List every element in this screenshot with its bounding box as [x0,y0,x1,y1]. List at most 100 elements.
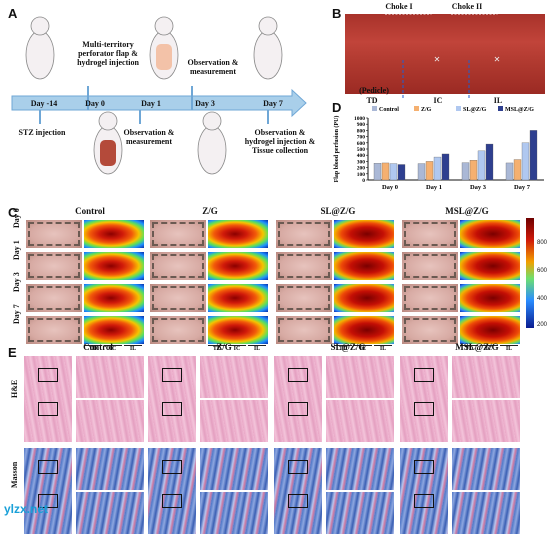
y-tick-label: 300 [357,159,366,165]
y-tick-label: 100 [357,172,366,178]
panel-e-row-masson: Masson [10,461,19,488]
panel-c-zone-label: IL [248,345,266,352]
panel-e-group-zg: Z/G [216,342,232,352]
legend-swatch [456,106,461,111]
timeline-arrow [11,16,307,175]
y-tick-label: 500 [357,147,366,153]
panel-c-heatmap [208,284,268,312]
panel-c-heatmap [208,220,268,248]
legend-swatch [372,106,377,111]
colorbar [526,218,534,328]
panel-c-heatmap [84,252,144,280]
panel-c-heatmap [460,220,520,248]
zoom-box [288,494,308,508]
timeline-day-minus14: Day -14 [30,99,58,108]
zoom-box [162,460,182,474]
panel-c-photo [150,252,206,280]
flap-photo-overlay: ✕ ✕ [384,5,500,100]
bar [485,143,494,181]
panel-label-a: A [8,6,18,21]
colorbar-tick-600: 600 [537,268,548,274]
panel-c-photo [26,252,82,280]
panel-e-group-slzg: SL@Z/G [330,342,366,352]
zone-ic-label: IC [433,96,443,105]
he-zoom-image [326,356,394,398]
zoom-box [288,368,308,382]
he-zoom-image [452,356,520,398]
panel-c-group-mslzg: MSL@Z/G [445,206,489,216]
zoom-box [38,402,58,416]
timeline-day-0: Day 0 [85,99,105,108]
legend-label: MSL@Z/G [505,107,534,113]
panel-c-zone-label: TD [84,345,102,352]
bar [469,160,478,181]
panel-c-zone-label: TD [208,345,226,352]
panel-c-heatmap [208,252,268,280]
he-zoom-image [76,356,144,398]
zoom-box [414,494,434,508]
legend-swatch [414,106,419,111]
panel-c-zone-label: IC [228,345,246,352]
y-tick-label: 1000 [354,116,365,122]
panel-c-zone-label: TD [334,345,352,352]
masson-zoom-image [200,492,268,534]
legend-swatch [498,106,503,111]
legend-label: SL@Z/G [463,107,487,113]
masson-zoom-image [326,448,394,490]
y-tick-label: 200 [357,166,366,172]
panel-c-zone-label: IL [124,345,142,352]
he-zoom-image [452,400,520,442]
y-tick-label: 700 [357,135,366,141]
he-zoom-image [200,400,268,442]
panel-c-photo [26,316,82,344]
choke-2-label: Choke II [451,2,483,11]
panel-c-row-day0: Day 0 [12,208,21,228]
pedicle-label: (Pedicle) [359,86,389,95]
timeline-label-collection: Observation & hydrogel injection & Tissu… [244,128,316,155]
zoom-box [162,368,182,382]
he-overview-image [24,356,72,442]
timeline-label-observation-bottom: Observation & measurement [123,128,175,146]
y-tick-label: 600 [357,141,366,147]
panel-c-heatmap [208,316,268,344]
zone-il-label: IL [493,96,503,105]
colorbar-tick-400: 400 [537,296,548,302]
panel-c-photo [402,316,458,344]
timeline-day-1: Day 1 [141,99,161,108]
flap-photo [345,14,545,94]
he-overview-image [400,356,448,442]
panel-c-heatmap [334,316,394,344]
timeline-label-flap: Multi-territory perforator flap & hydrog… [77,40,139,67]
panel-c-photo [26,284,82,312]
panel-c-heatmap [334,252,394,280]
panel-c-zone-label: IL [500,345,518,352]
zone-td-label: TD [366,96,378,105]
panel-c-photo [150,284,206,312]
timeline-label-stz: STZ injection [18,128,66,137]
bar [381,162,390,181]
legend-label: Control [379,107,399,113]
choke-1-label: Choke I [385,2,413,11]
bar [417,163,426,181]
bar [513,159,522,181]
colorbar-tick-800: 800 [537,240,548,246]
bar [521,142,530,181]
panel-c-photo [276,220,332,248]
bar [441,153,450,181]
y-axis-label: Flap blood perfusion (PU) [333,116,340,183]
panel-c-row-day3: Day 3 [12,272,21,292]
panel-c-photo [276,252,332,280]
panel-c-heatmap [334,220,394,248]
zoom-box [414,460,434,474]
bar [433,156,442,181]
y-tick-label: 800 [357,128,366,134]
masson-zoom-image [326,492,394,534]
zoom-box [288,460,308,474]
panel-c-photo [402,284,458,312]
x-tick-label: Day 7 [514,184,531,191]
panel-label-c: C [8,205,18,220]
masson-zoom-image [76,492,144,534]
timeline-day-3: Day 3 [195,99,215,108]
zoom-box [38,368,58,382]
